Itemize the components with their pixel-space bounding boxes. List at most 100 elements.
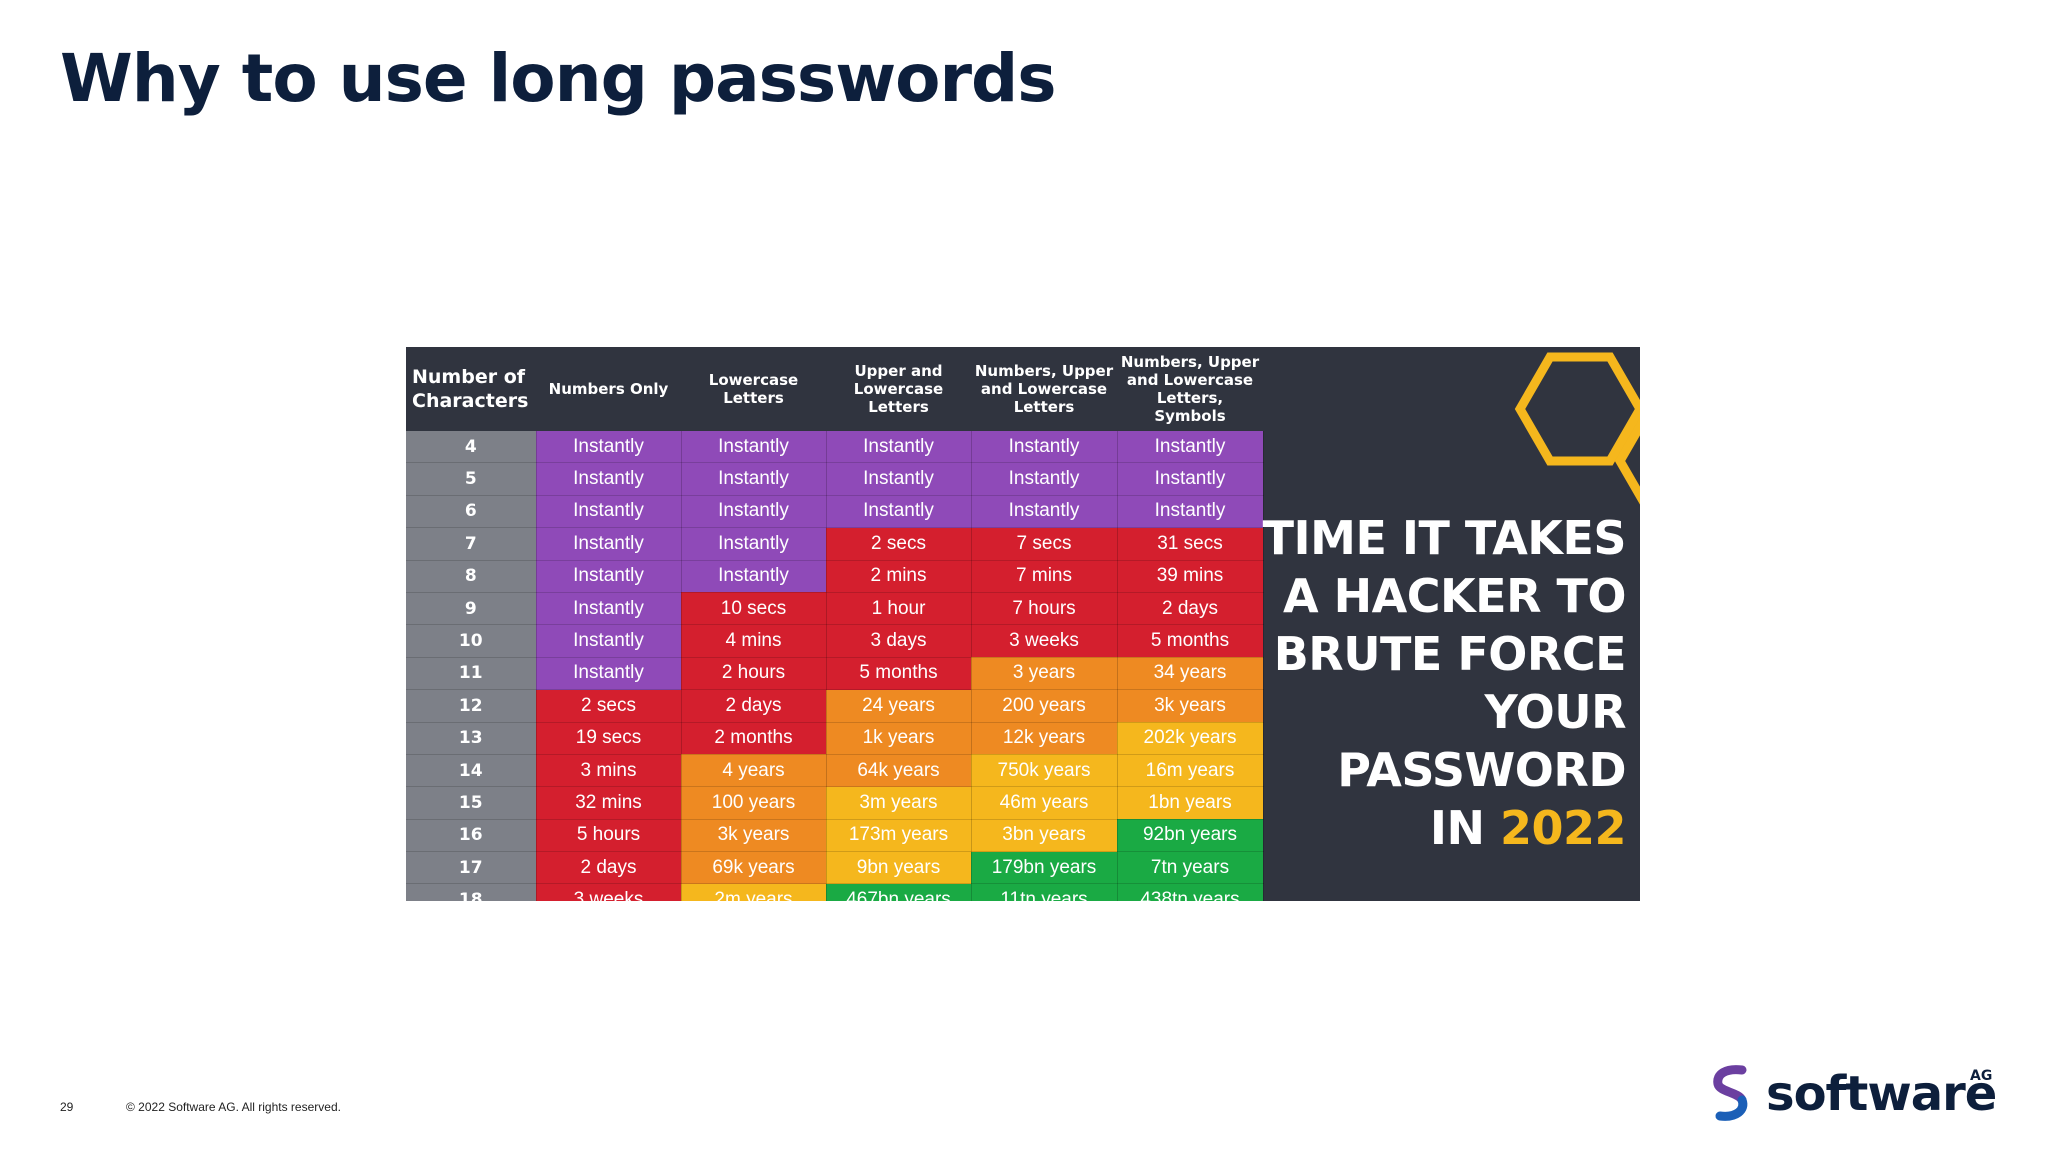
- table-row: 17 2 days 69k years 9bn years 179bn years 7tn…: [406, 851, 1264, 885]
- table-row: 15 32 mins 100 years 3m years 46m years 1bn y…: [406, 786, 1264, 820]
- crack-time-cell: Instantly: [536, 527, 682, 561]
- crack-time-cell: 34 years: [1117, 657, 1264, 691]
- crack-time-cell: 1bn years: [1117, 786, 1264, 820]
- col-header-upper-lower: Upper and Lowercase Letters: [826, 347, 971, 431]
- page-number: 29: [60, 1100, 74, 1114]
- row-char-count: 18: [406, 883, 537, 901]
- crack-time-cell: Instantly: [536, 431, 682, 464]
- row-char-count: 9: [406, 592, 537, 626]
- crack-time-cell: 3m years: [826, 786, 972, 820]
- crack-time-cell: 12k years: [971, 722, 1118, 755]
- col-header-lowercase: Lowercase Letters: [681, 347, 826, 431]
- password-infographic: Number of Characters Numbers Only Lowerc…: [406, 347, 1640, 901]
- crack-time-cell: 750k years: [971, 754, 1118, 788]
- row-char-count: 11: [406, 657, 537, 691]
- crack-time-cell: 2 months: [681, 722, 827, 755]
- table-row: 6 Instantly Instantly Instantly Instantly Ins…: [406, 495, 1264, 529]
- table-row: 12 2 secs 2 days 24 years 200 years 3k years: [406, 689, 1264, 723]
- crack-time-cell: Instantly: [681, 462, 827, 496]
- crack-time-cell: 4 years: [681, 754, 827, 788]
- row-char-count: 16: [406, 819, 537, 853]
- table-row: 14 3 mins 4 years 64k years 750k years 16m ye…: [406, 754, 1264, 788]
- crack-time-cell: 16m years: [1117, 754, 1264, 788]
- crack-time-cell: Instantly: [536, 592, 682, 626]
- row-char-count: 4: [406, 431, 537, 464]
- crack-time-cell: 7 secs: [971, 527, 1118, 561]
- crack-time-cell: 31 secs: [1117, 527, 1264, 561]
- crack-time-cell: 2 secs: [536, 689, 682, 723]
- row-char-count: 7: [406, 527, 537, 561]
- crack-time-cell: 92bn years: [1117, 819, 1264, 853]
- crack-time-cell: 9bn years: [826, 851, 972, 885]
- row-char-count: 12: [406, 689, 537, 723]
- col-header-num-upper-lower: Numbers, Upper and Lowercase Letters: [971, 347, 1117, 431]
- headline-line-1: TIME IT TAKES: [1262, 511, 1627, 565]
- table-row: 5 Instantly Instantly Instantly Instantly Ins…: [406, 462, 1264, 496]
- row-char-count: 5: [406, 462, 537, 496]
- crack-time-cell: Instantly: [826, 431, 972, 464]
- crack-time-cell: 438tn years: [1117, 883, 1264, 901]
- crack-time-cell: 19 secs: [536, 722, 682, 755]
- crack-time-cell: 3k years: [681, 819, 827, 853]
- honeycomb-decoration: [1514, 352, 1640, 505]
- crack-time-cell: 3k years: [1117, 689, 1264, 723]
- crack-time-cell: 3 days: [826, 624, 972, 658]
- crack-time-cell: 69k years: [681, 851, 827, 885]
- crack-time-cell: Instantly: [971, 462, 1118, 496]
- software-ag-logo: software AG: [1708, 1064, 2008, 1124]
- table-row: 7 Instantly Instantly 2 secs 7 secs 31 secs: [406, 527, 1264, 561]
- crack-time-cell: 173m years: [826, 819, 972, 853]
- row-char-count: 13: [406, 722, 537, 755]
- headline-line-6: IN 2022: [1263, 799, 1627, 857]
- crack-time-cell: 10 secs: [681, 592, 827, 626]
- crack-time-cell: 2 days: [681, 689, 827, 723]
- crack-time-cell: 2 secs: [826, 527, 972, 561]
- col-header-numbers: Numbers Only: [536, 347, 681, 431]
- crack-time-cell: Instantly: [971, 495, 1118, 529]
- row-char-count: 15: [406, 786, 537, 820]
- crack-time-cell: Instantly: [1117, 462, 1264, 496]
- crack-time-cell: Instantly: [826, 462, 972, 496]
- crack-time-cell: Instantly: [826, 495, 972, 529]
- crack-time-cell: 24 years: [826, 689, 972, 723]
- crack-time-cell: 4 mins: [681, 624, 827, 658]
- crack-time-cell: 39 mins: [1117, 560, 1264, 593]
- infographic-headline: TIME IT TAKES A HACKER TO BRUTE FORCE YO…: [1262, 509, 1627, 857]
- crack-time-cell: Instantly: [681, 495, 827, 529]
- table-row: 4 Instantly Instantly Instantly Instantly Ins…: [406, 431, 1264, 464]
- row-char-count: 6: [406, 495, 537, 529]
- crack-time-cell: 11tn years: [971, 883, 1118, 901]
- crack-time-cell: 64k years: [826, 754, 972, 788]
- crack-time-cell: Instantly: [536, 657, 682, 691]
- crack-time-cell: 200 years: [971, 689, 1118, 723]
- crack-time-cell: Instantly: [971, 431, 1118, 464]
- crack-time-cell: Instantly: [681, 431, 827, 464]
- crack-time-cell: 100 years: [681, 786, 827, 820]
- copyright-notice: © 2022 Software AG. All rights reserved.: [126, 1100, 341, 1114]
- brand-wordmark: software: [1766, 1066, 1997, 1122]
- crack-time-cell: 5 hours: [536, 819, 682, 853]
- headline-line-2: A HACKER TO: [1283, 569, 1626, 623]
- crack-time-table: Number of Characters Numbers Only Lowerc…: [406, 347, 1264, 901]
- crack-time-cell: Instantly: [681, 560, 827, 593]
- crack-time-cell: 179bn years: [971, 851, 1118, 885]
- crack-time-cell: 46m years: [971, 786, 1118, 820]
- crack-time-cell: 7tn years: [1117, 851, 1264, 885]
- headline-line-4: YOUR: [1484, 685, 1626, 739]
- crack-time-cell: 5 months: [1117, 624, 1264, 658]
- crack-time-cell: Instantly: [1117, 495, 1264, 529]
- crack-time-cell: 1 hour: [826, 592, 972, 626]
- headline-year: 2022: [1499, 801, 1627, 855]
- crack-time-cell: 5 months: [826, 657, 972, 691]
- crack-time-cell: 32 mins: [536, 786, 682, 820]
- crack-time-cell: 3bn years: [971, 819, 1118, 853]
- headline-line-5: PASSWORD: [1337, 743, 1626, 797]
- crack-time-cell: 2 days: [536, 851, 682, 885]
- row-char-count: 17: [406, 851, 537, 885]
- crack-time-cell: 7 hours: [971, 592, 1118, 626]
- crack-time-cell: Instantly: [536, 624, 682, 658]
- software-ag-s-icon: [1713, 1065, 1748, 1121]
- crack-time-cell: 3 years: [971, 657, 1118, 691]
- table-row: 11 Instantly 2 hours 5 months 3 years 34 year…: [406, 657, 1264, 691]
- row-char-count: 14: [406, 754, 537, 788]
